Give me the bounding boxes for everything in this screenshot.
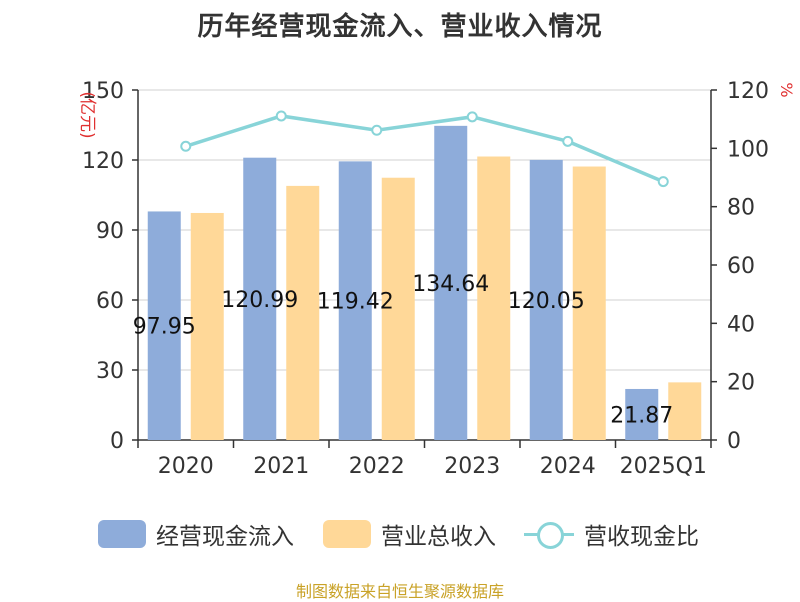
chart-legend: 经营现金流入 营业总收入 营收现金比 (0, 512, 800, 556)
x-tick-label: 2025Q1 (620, 454, 707, 479)
point-cash-ratio (371, 124, 383, 136)
bar-cash-inflow (147, 211, 181, 440)
bar-revenue (572, 166, 606, 441)
right-tick-label: 60 (727, 254, 755, 279)
left-axis-unit-label: (亿元) (77, 91, 97, 138)
legend-label: 营业总收入 (381, 524, 496, 550)
bar-revenue (668, 382, 702, 440)
legend-swatch-cash-ratio (524, 520, 574, 549)
bar-cash-inflow (529, 159, 563, 440)
legend-item-cash-ratio[interactable]: 营收现金比 (524, 512, 699, 556)
right-tick-label: 80 (727, 196, 755, 221)
legend-swatch-revenue (323, 520, 371, 548)
point-cash-ratio (275, 110, 287, 122)
bar-data-label: 120.05 (508, 289, 585, 314)
legend-item-cash-inflow[interactable]: 经营现金流入 (98, 512, 294, 556)
legend-item-revenue[interactable]: 营业总收入 (323, 512, 496, 556)
point-cash-ratio (657, 176, 669, 188)
bar-data-label: 21.87 (610, 403, 673, 428)
bar-cash-inflow (434, 125, 468, 440)
x-tick-label: 2022 (349, 454, 405, 479)
left-tick-label: 60 (96, 289, 124, 314)
bar-data-label: 97.95 (133, 315, 196, 340)
chart-title: 历年经营现金流入、营业收入情况 (197, 12, 603, 42)
bar-revenue (477, 156, 511, 440)
bar-revenue (381, 177, 415, 440)
legend-label: 营收现金比 (584, 524, 699, 550)
bar-revenue (190, 212, 224, 440)
x-tick-label: 2024 (540, 454, 596, 479)
left-tick-label: 0 (110, 429, 124, 454)
bar-data-label: 119.42 (317, 290, 394, 315)
left-tick-label: 90 (96, 219, 124, 244)
bar-data-label: 134.64 (412, 272, 489, 297)
bar-data-label: 120.99 (221, 288, 298, 313)
right-axis-unit-label: % (777, 82, 796, 97)
right-tick-label: 120 (727, 79, 769, 104)
right-tick-label: 40 (727, 312, 755, 337)
legend-swatch-cash-inflow (98, 520, 146, 548)
bar-revenue (286, 185, 320, 440)
left-tick-label: 30 (96, 359, 124, 384)
right-tick-label: 20 (727, 371, 755, 396)
left-tick-label: 150 (82, 79, 124, 104)
bar-cash-inflow (625, 388, 659, 440)
bar-cash-inflow (338, 161, 372, 440)
point-cash-ratio (562, 135, 574, 147)
data-source-note: 制图数据来自恒生聚源数据库 (295, 582, 504, 601)
line-cash-ratio (185, 114, 664, 184)
x-tick-label: 2023 (444, 454, 500, 479)
x-tick-label: 2020 (158, 454, 214, 479)
legend-label: 经营现金流入 (156, 524, 294, 550)
right-tick-label: 0 (727, 429, 741, 454)
left-tick-label: 120 (82, 149, 124, 174)
right-tick-label: 100 (727, 137, 769, 162)
bar-cash-inflow (243, 157, 277, 440)
x-tick-label: 2021 (253, 454, 309, 479)
point-cash-ratio (180, 140, 192, 152)
point-cash-ratio (466, 111, 478, 123)
